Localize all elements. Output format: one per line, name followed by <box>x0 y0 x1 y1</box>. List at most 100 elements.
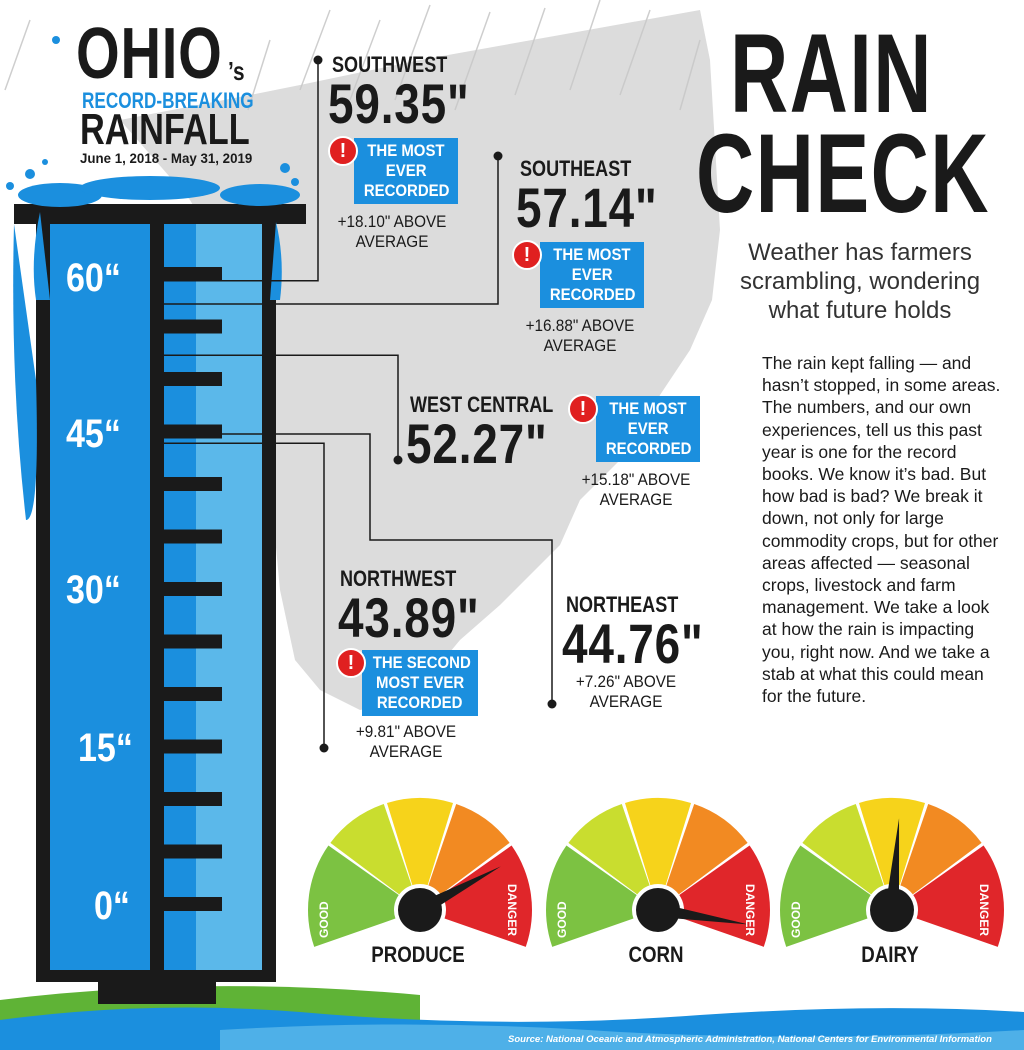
gauge-segment <box>441 845 532 947</box>
badge-line: RECORDED <box>605 439 692 458</box>
leader-dot <box>319 743 329 753</box>
tick-mark <box>158 424 222 439</box>
above-line: AVERAGE <box>543 336 617 355</box>
splash-drops <box>6 36 300 520</box>
region-value-southwest: 59.35" <box>328 72 470 135</box>
gauge-danger-label: DANGER <box>743 884 757 936</box>
gauge-label-produce: PRODUCE <box>371 942 465 967</box>
leader-dot <box>313 55 323 65</box>
scale-label-60: 60“ <box>66 256 121 300</box>
headline-rain: RAIN <box>730 11 933 136</box>
above-line: +9.81" ABOVE <box>355 722 457 741</box>
leader-dot <box>547 699 557 709</box>
tick-mark <box>158 687 222 701</box>
gauge-segment <box>386 798 454 886</box>
badge-northwest: THE SECOND MOST EVER RECORDED <box>362 650 478 716</box>
headline-check: CHECK <box>696 111 990 236</box>
title-possessive: ’s <box>228 56 245 86</box>
title-subtitle: RECORD-BREAKING <box>82 88 254 113</box>
alert-icon: ! <box>336 648 366 678</box>
region-value-northeast: 44.76" <box>562 612 704 675</box>
tick-mark <box>158 582 222 596</box>
gauge-danger-label: DANGER <box>505 884 519 936</box>
gauge-segment <box>624 798 692 886</box>
scale-label-45: 45“ <box>66 412 121 456</box>
badge-line: MOST EVER <box>375 673 465 692</box>
gauge-segment <box>428 804 510 895</box>
above-west-central: +15.18" ABOVE AVERAGE <box>573 470 699 510</box>
region-name-southwest: SOUTHWEST <box>332 52 448 77</box>
leader-dot <box>393 455 403 465</box>
gauge-segment <box>900 804 982 895</box>
region-value-southeast: 57.14" <box>516 176 658 239</box>
gauge-hub <box>398 888 442 932</box>
scale-label-30: 30“ <box>66 568 121 612</box>
badge-line: THE MOST <box>367 141 445 160</box>
tube-rim <box>14 204 306 224</box>
headline-deck: Weather has farmers scrambling, wonderin… <box>739 239 981 324</box>
gauge-segment <box>568 804 650 895</box>
above-northwest: +9.81" ABOVE AVERAGE <box>343 722 469 762</box>
gauge-danger-label: DANGER <box>977 884 991 936</box>
alert-icon: ! <box>512 240 542 270</box>
badge-line: EVER <box>627 419 669 438</box>
title-rainfall: RAINFALL <box>80 105 250 154</box>
gauge-needle <box>885 818 900 911</box>
region-name-west-central: WEST CENTRAL <box>410 392 554 417</box>
gauge-label-corn: CORN <box>628 942 684 967</box>
rain-streaks <box>4 0 701 111</box>
gauge-good-label: GOOD <box>317 901 331 938</box>
badge-southwest: THE MOST EVER RECORDED <box>354 138 458 204</box>
leader-line <box>160 156 499 305</box>
gauge-segment <box>780 845 871 947</box>
article-body: The rain kept falling — and hasn’t stopp… <box>762 352 1002 707</box>
gauge-good-label: GOOD <box>555 901 569 938</box>
badge-line: RECORDED <box>549 285 636 304</box>
scale-label-15: 15“ <box>78 726 133 770</box>
source-note: Source: National Oceanic and Atmospheric… <box>508 1034 992 1045</box>
badge-southeast: THE MOST EVER RECORDED <box>540 242 644 308</box>
badge-line: THE MOST <box>553 245 631 264</box>
above-northeast: +7.26" ABOVE AVERAGE <box>563 672 689 712</box>
tick-mark <box>158 792 222 806</box>
tick-mark <box>158 844 222 859</box>
tick-mark <box>158 897 222 911</box>
leader-line <box>160 442 325 748</box>
above-line: AVERAGE <box>599 490 673 509</box>
tick-mark <box>158 634 222 649</box>
leader-line <box>160 433 553 704</box>
gauge-segment <box>679 845 770 947</box>
tick-mark <box>158 267 222 281</box>
gauge-segment <box>307 845 399 947</box>
scale-label-0: 0“ <box>94 884 130 928</box>
tick-mark <box>158 739 222 754</box>
above-line: AVERAGE <box>369 742 443 761</box>
leader-dot <box>493 151 503 161</box>
region-value-northwest: 43.89" <box>338 586 480 649</box>
above-southeast: +16.88" ABOVE AVERAGE <box>517 316 643 356</box>
above-line: AVERAGE <box>355 232 429 251</box>
badge-line: RECORDED <box>377 693 463 712</box>
article-paragraph: The rain kept falling — and hasn’t stopp… <box>762 353 1001 707</box>
date-range: June 1, 2018 - May 31, 2019 <box>80 150 253 166</box>
gauge-label-dairy: DAIRY <box>861 942 919 967</box>
above-line: +15.18" ABOVE <box>581 470 691 489</box>
tick-mark <box>158 372 222 386</box>
above-line: AVERAGE <box>589 692 663 711</box>
badge-line: RECORDED <box>363 181 450 200</box>
tick-mark <box>158 477 222 491</box>
gauge-hub <box>636 888 680 932</box>
gauge-produce: GOOD DANGER <box>307 798 532 947</box>
title-ohio: OHIO <box>76 14 223 94</box>
above-southwest: +18.10" ABOVE AVERAGE <box>329 212 455 252</box>
water-wave-light <box>220 1024 1024 1050</box>
badge-line: THE MOST <box>609 399 687 418</box>
gauge-corn: GOOD DANGER <box>546 798 770 947</box>
above-line: +16.88" ABOVE <box>525 316 635 335</box>
gauge-segment <box>666 804 748 895</box>
gauge-segment <box>546 845 637 947</box>
above-line: +18.10" ABOVE <box>337 212 447 231</box>
leader-line <box>160 60 319 282</box>
region-value-west-central: 52.27" <box>406 412 548 475</box>
